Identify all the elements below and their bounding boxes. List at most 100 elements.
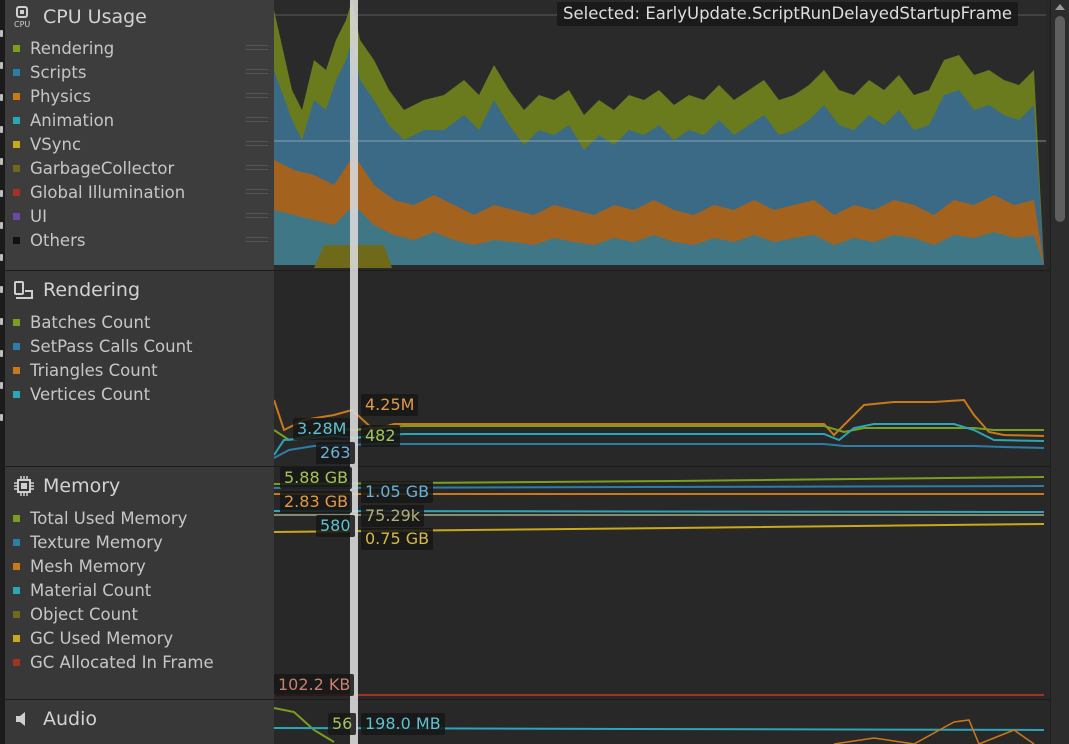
module-divider [0, 699, 1069, 700]
legend-label: Rendering [30, 38, 115, 58]
swatch [13, 318, 20, 326]
legend-item-garbagecollector[interactable]: GarbageCollector [13, 156, 268, 180]
profiler-charts-area[interactable] [274, 0, 1046, 744]
triangles-value-label: 4.25M [361, 394, 419, 416]
profiler-charts-svg[interactable] [274, 0, 1046, 744]
legend-item-gc-used-memory[interactable]: GC Used Memory [13, 626, 268, 650]
legend-label: SetPass Calls Count [30, 336, 193, 356]
cpu-usage-module[interactable]: CPU CPU Usage Rendering Scripts Physics … [5, 0, 274, 270]
drag-handle-icon[interactable] [246, 189, 268, 194]
cpu-usage-chart[interactable] [274, 0, 1046, 270]
strip-mark [0, 318, 3, 325]
legend-item-mesh-memory[interactable]: Mesh Memory [13, 554, 268, 578]
audio-line-1 [274, 707, 335, 743]
drag-handle-icon[interactable] [246, 45, 268, 50]
total-used-memory-value: 5.88 GB [280, 467, 353, 489]
strip-mark [0, 190, 3, 197]
legend-label: UI [30, 206, 47, 226]
swatch [13, 116, 20, 124]
scroll-up-arrow-icon[interactable] [1055, 4, 1065, 10]
drag-handle-icon[interactable] [246, 69, 268, 74]
swatch [13, 366, 20, 374]
strip-mark [0, 30, 3, 37]
legend-item-rendering[interactable]: Rendering [13, 36, 268, 60]
swatch [13, 634, 20, 642]
triangles-count-line [274, 398, 1045, 437]
module-divider [0, 270, 1069, 271]
legend-item-setpass-calls-count[interactable]: SetPass Calls Count [13, 334, 268, 358]
legend-label: Animation [30, 110, 115, 130]
legend-label: Global Illumination [30, 182, 186, 202]
legend-label: GarbageCollector [30, 158, 175, 178]
memory-chip-icon [13, 475, 35, 497]
legend-item-animation[interactable]: Animation [13, 108, 268, 132]
cpu-legend: Rendering Scripts Physics Animation VSyn… [13, 36, 268, 252]
rendering-header[interactable]: Rendering [13, 277, 140, 303]
swatch [13, 390, 20, 398]
swatch [13, 92, 20, 100]
legend-item-vertices-count[interactable]: Vertices Count [13, 382, 268, 406]
rendering-legend: Batches Count SetPass Calls Count Triang… [13, 310, 268, 406]
legend-item-total-used-memory[interactable]: Total Used Memory [13, 506, 268, 530]
strip-mark [0, 254, 3, 261]
swatch [13, 562, 20, 570]
swatch [13, 140, 20, 148]
legend-item-material-count[interactable]: Material Count [13, 578, 268, 602]
swatch [13, 212, 20, 220]
legend-item-gc-allocated-in-frame[interactable]: GC Allocated In Frame [13, 650, 268, 674]
legend-label: Vertices Count [30, 384, 151, 404]
swatch [13, 514, 20, 522]
module-divider [0, 466, 1069, 467]
scrollbar-thumb[interactable] [1055, 16, 1065, 222]
audio-memory-value: 198.0 MB [361, 713, 445, 735]
cpu-usage-header[interactable]: CPU CPU Usage [13, 4, 147, 30]
drag-handle-icon[interactable] [246, 117, 268, 122]
legend-item-ui[interactable]: UI [13, 204, 268, 228]
audio-module[interactable]: Audio [5, 700, 274, 744]
legend-item-batches-count[interactable]: Batches Count [13, 310, 268, 334]
swatch [13, 236, 20, 244]
legend-item-triangles-count[interactable]: Triangles Count [13, 358, 268, 382]
object-count-value: 75.29k [361, 505, 425, 527]
legend-label: GC Allocated In Frame [30, 652, 214, 672]
drag-handle-icon[interactable] [246, 237, 268, 242]
audio-title: Audio [43, 708, 98, 730]
swatch [13, 586, 20, 594]
vertices-value-label: 3.28M [293, 418, 351, 440]
legend-item-global-illumination[interactable]: Global Illumination [13, 180, 268, 204]
memory-module[interactable]: Memory Total Used Memory Texture Memory … [5, 467, 274, 699]
legend-item-scripts[interactable]: Scripts [13, 60, 268, 84]
memory-legend: Total Used Memory Texture Memory Mesh Me… [13, 506, 268, 674]
audio-line-3 [833, 719, 1035, 744]
vertical-scrollbar[interactable] [1050, 0, 1069, 744]
audio-header[interactable]: Audio [13, 706, 97, 732]
legend-item-texture-memory[interactable]: Texture Memory [13, 530, 268, 554]
gc-allocated-value: 102.2 KB [274, 674, 355, 696]
cpu-physics-area [274, 155, 1044, 265]
swatch [13, 44, 20, 52]
drag-handle-icon[interactable] [246, 93, 268, 98]
cpu-usage-title: CPU Usage [43, 6, 147, 28]
legend-item-object-count[interactable]: Object Count [13, 602, 268, 626]
legend-item-vsync[interactable]: VSync [13, 132, 268, 156]
drag-handle-icon[interactable] [246, 165, 268, 170]
drag-handle-icon[interactable] [246, 141, 268, 146]
mesh-memory-value: 2.83 GB [280, 491, 353, 513]
setpass-calls-line [274, 443, 1045, 459]
frame-selection-marker[interactable] [350, 0, 358, 744]
legend-label: Mesh Memory [30, 556, 146, 576]
swatch [13, 164, 20, 172]
drag-handle-icon[interactable] [246, 213, 268, 218]
swatch [13, 68, 20, 76]
legend-item-others[interactable]: Others [13, 228, 268, 252]
cpu-animation-area [274, 205, 1044, 265]
legend-label: Others [30, 230, 86, 250]
rendering-module[interactable]: Rendering Batches Count SetPass Calls Co… [5, 271, 274, 466]
legend-item-physics[interactable]: Physics [13, 84, 268, 108]
strip-mark [0, 286, 3, 293]
strip-mark [0, 158, 3, 165]
memory-header[interactable]: Memory [13, 473, 120, 499]
swatch [13, 342, 20, 350]
setpass-value-label: 263 [316, 442, 355, 464]
strip-mark [0, 222, 3, 229]
